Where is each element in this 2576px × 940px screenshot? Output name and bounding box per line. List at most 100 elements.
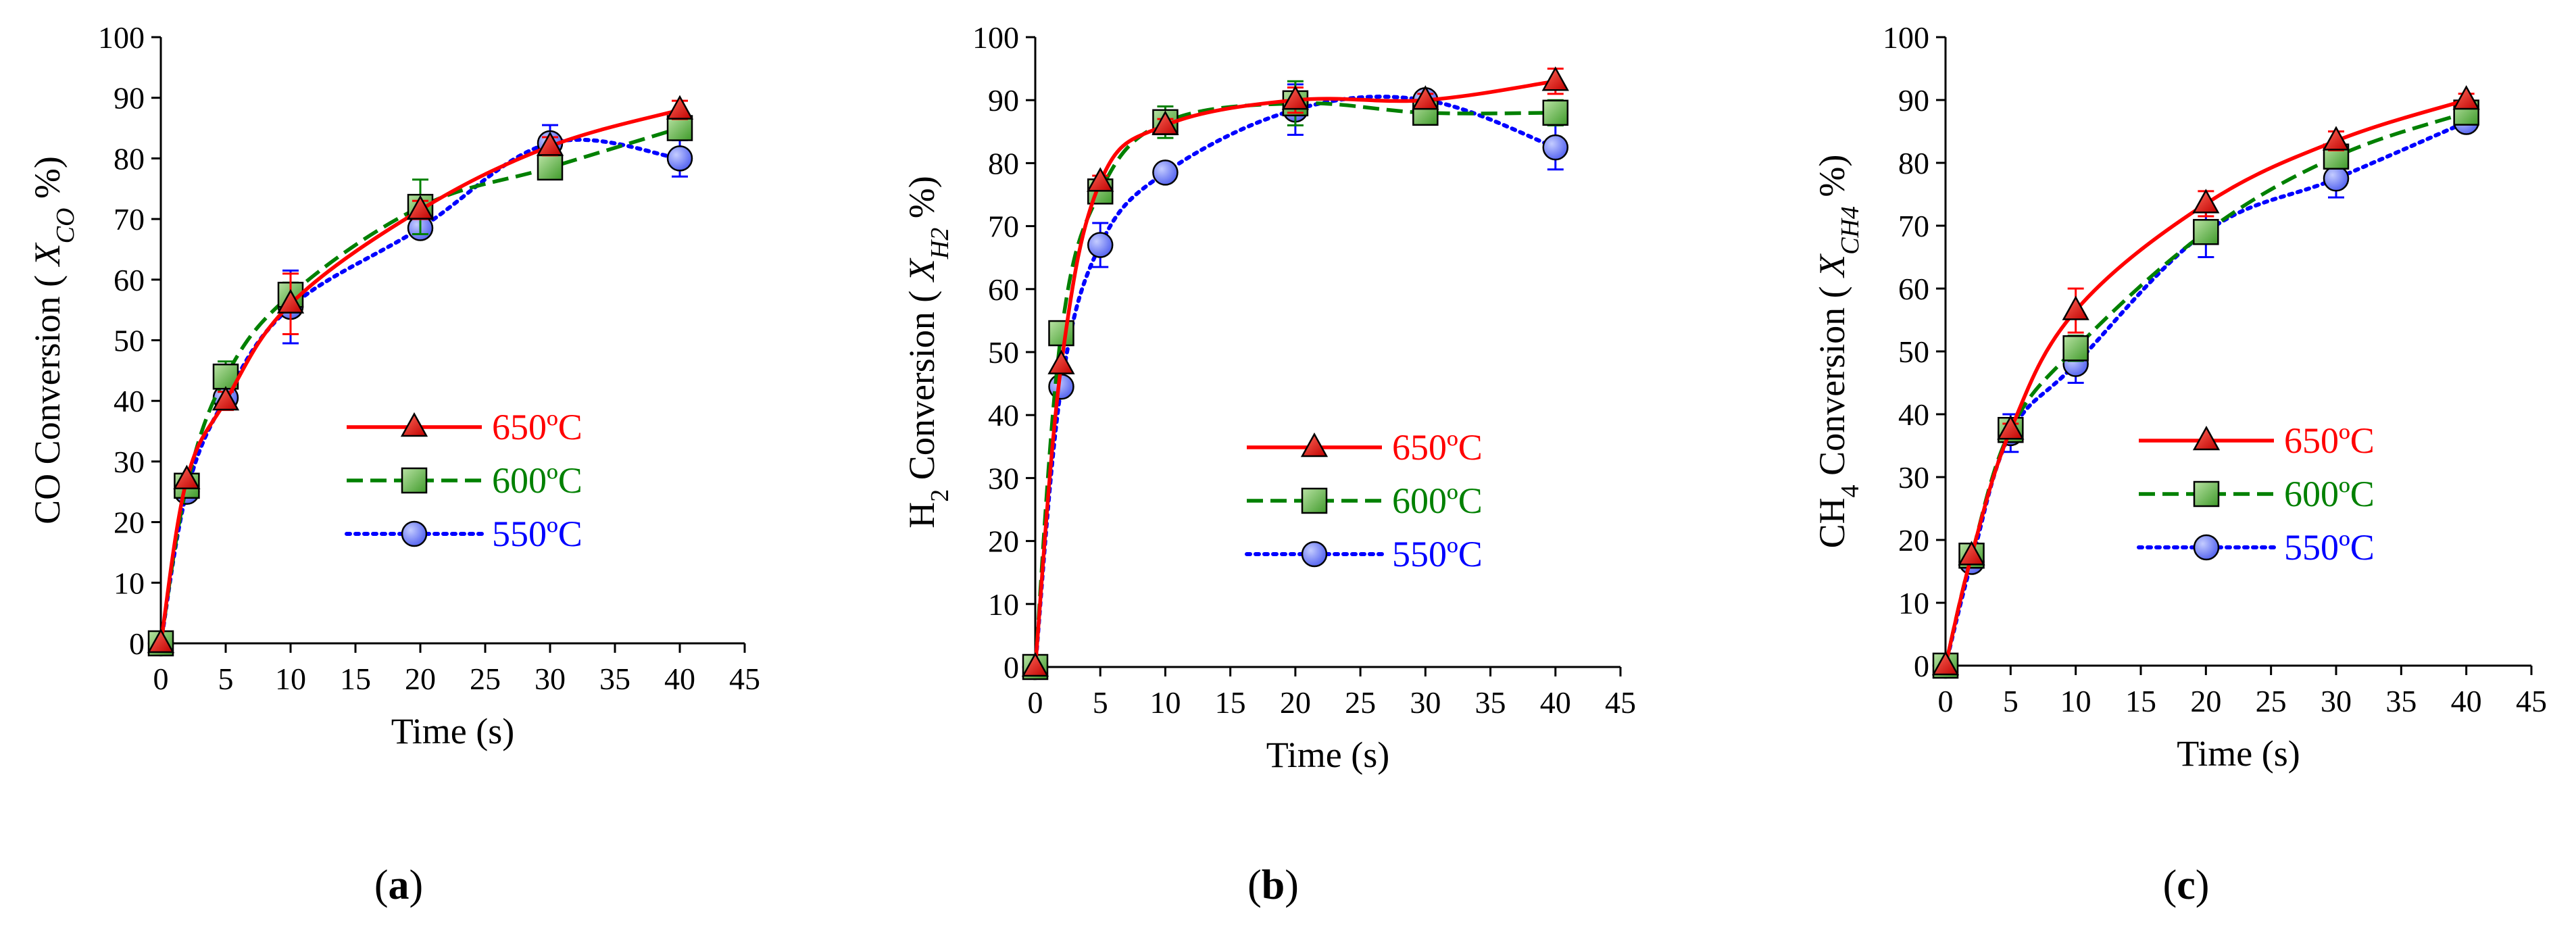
y-tick-label: 60 bbox=[1898, 272, 1929, 306]
x-tick-label: 45 bbox=[729, 662, 760, 696]
axes bbox=[1026, 36, 1622, 676]
marker-square bbox=[1048, 320, 1074, 347]
legend: 650ºC 600ºC 550ºC bbox=[1245, 427, 1483, 574]
x-axis-title: Time (s) bbox=[1266, 735, 1390, 775]
y-title-variable: X bbox=[27, 242, 68, 267]
x-tick-label: 35 bbox=[2385, 684, 2417, 718]
x-tick-label: 20 bbox=[2190, 684, 2221, 718]
marker-square bbox=[1542, 99, 1569, 126]
x-tick-label: 45 bbox=[2516, 684, 2547, 718]
marker-triangle bbox=[2192, 425, 2221, 451]
y-tick-label: 70 bbox=[1898, 209, 1929, 243]
marker-triangle bbox=[666, 95, 694, 120]
y-tick-label: 0 bbox=[129, 626, 145, 661]
x-tick-label: 5 bbox=[1093, 685, 1108, 720]
panel-label-close: ) bbox=[410, 862, 424, 908]
y-tick-label: 40 bbox=[988, 398, 1019, 432]
y-title-main-2: Conversion ( bbox=[1812, 277, 1852, 485]
marker-triangle bbox=[1997, 415, 2025, 440]
series-line bbox=[1943, 98, 2467, 666]
marker-circle bbox=[1301, 541, 1328, 568]
y-tick-label: 30 bbox=[1898, 460, 1929, 495]
y-tick-label: 90 bbox=[1898, 83, 1929, 118]
marker-triangle bbox=[2452, 84, 2480, 110]
x-tick-label: 10 bbox=[1149, 685, 1181, 720]
x-tick-label: 15 bbox=[2125, 684, 2156, 718]
panel-label-letter: c bbox=[2177, 862, 2196, 908]
x-tick-label: 45 bbox=[1605, 685, 1636, 720]
panel-label-close: ) bbox=[1285, 862, 1299, 908]
y-title-main: CH bbox=[1812, 497, 1852, 548]
x-tick-label: 25 bbox=[470, 662, 501, 696]
legend: 650ºC 600ºC 550ºC bbox=[2137, 420, 2375, 568]
x-tick-label: 30 bbox=[535, 662, 566, 696]
marker-triangle bbox=[1047, 349, 1075, 374]
panel-label-open: ( bbox=[2163, 862, 2177, 908]
marker-circle bbox=[1542, 134, 1569, 161]
y-tick-label: 100 bbox=[972, 20, 1019, 55]
y-axis-title: H2 Conversion ( XH2 %) bbox=[901, 176, 954, 528]
y-tick-label: 50 bbox=[114, 324, 145, 358]
chart-panel-a: 0 10 20 30 40 50 60 70 80 90 100 0 5 10 15 20 25 30 35 40 45… bbox=[27, 20, 760, 908]
legend-label: 550ºC bbox=[492, 514, 583, 554]
panel-label: (b) bbox=[1247, 862, 1299, 908]
axes bbox=[151, 36, 746, 653]
marker-circle bbox=[2323, 166, 2350, 192]
marker-triangle bbox=[1541, 66, 1569, 91]
y-title-main: H bbox=[901, 502, 942, 528]
y-tick-label: 40 bbox=[1898, 397, 1929, 432]
y-title-subscript: 2 bbox=[926, 489, 954, 502]
y-axis-title: CH4 Conversion ( XCH4 %) bbox=[1812, 155, 1864, 549]
legend-label: 550ºC bbox=[2284, 527, 2375, 568]
marker-triangle bbox=[1412, 85, 1439, 110]
marker-triangle bbox=[147, 628, 175, 653]
y-tick-label: 80 bbox=[988, 146, 1019, 180]
y-axis-title: CO Conversion ( XCO %) bbox=[27, 156, 80, 524]
x-tick-label: 5 bbox=[218, 662, 234, 696]
y-tick-label: 50 bbox=[1898, 335, 1929, 369]
x-tick-label: 5 bbox=[2003, 684, 2018, 718]
y-tick-label: 10 bbox=[114, 566, 145, 600]
y-tick-label: 10 bbox=[1898, 586, 1929, 620]
y-tick-label: 20 bbox=[988, 524, 1019, 559]
y-tick-label: 30 bbox=[114, 445, 145, 479]
y-title-variable-subscript: CO bbox=[51, 208, 80, 244]
y-tick-label: 0 bbox=[1914, 649, 1929, 683]
marker-circle bbox=[666, 145, 693, 172]
y-title-main: CO Conversion ( bbox=[27, 266, 68, 524]
x-axis-title: Time (s) bbox=[391, 711, 515, 751]
panel-label: (c) bbox=[2163, 862, 2210, 908]
y-title-variable-subscript: H2 bbox=[926, 228, 954, 259]
y-tick-label: 70 bbox=[114, 202, 145, 237]
y-title-tail: %) bbox=[1812, 155, 1852, 206]
x-tick-label: 20 bbox=[1280, 685, 1311, 720]
panel-label-letter: a bbox=[389, 862, 410, 908]
legend-label: 600ºC bbox=[1392, 480, 1483, 521]
marker-triangle bbox=[2322, 126, 2350, 151]
legend: 650ºC 600ºC 550ºC bbox=[345, 407, 583, 554]
legend-label: 600ºC bbox=[2284, 474, 2375, 514]
marker-square bbox=[2193, 480, 2220, 508]
marker-triangle bbox=[2062, 295, 2089, 320]
y-tick-label: 40 bbox=[114, 384, 145, 418]
x-tick-label: 35 bbox=[1475, 685, 1506, 720]
legend-label: 650ºC bbox=[1392, 427, 1483, 468]
marker-triangle bbox=[173, 464, 201, 490]
chart-panel-b: 0 10 20 30 40 50 60 70 80 90 100 0 5 10 15 20 25 30 35 40 45… bbox=[901, 20, 1636, 908]
marker-triangle bbox=[1958, 541, 1985, 566]
y-tick-label: 50 bbox=[988, 335, 1019, 370]
marker-square bbox=[2062, 335, 2089, 362]
y-title-tail: %) bbox=[27, 156, 68, 207]
y-title-variable-subscript: CH4 bbox=[1836, 206, 1864, 255]
x-tick-label: 30 bbox=[2321, 684, 2352, 718]
x-tick-label: 35 bbox=[599, 662, 630, 696]
marker-triangle bbox=[406, 195, 435, 220]
x-tick-label: 0 bbox=[1028, 685, 1043, 720]
legend-label: 650ºC bbox=[2284, 420, 2375, 461]
x-tick-label: 10 bbox=[275, 662, 306, 696]
legend-label: 650ºC bbox=[492, 407, 583, 447]
x-tick-label: 10 bbox=[2060, 684, 2091, 718]
marker-triangle bbox=[212, 386, 240, 411]
